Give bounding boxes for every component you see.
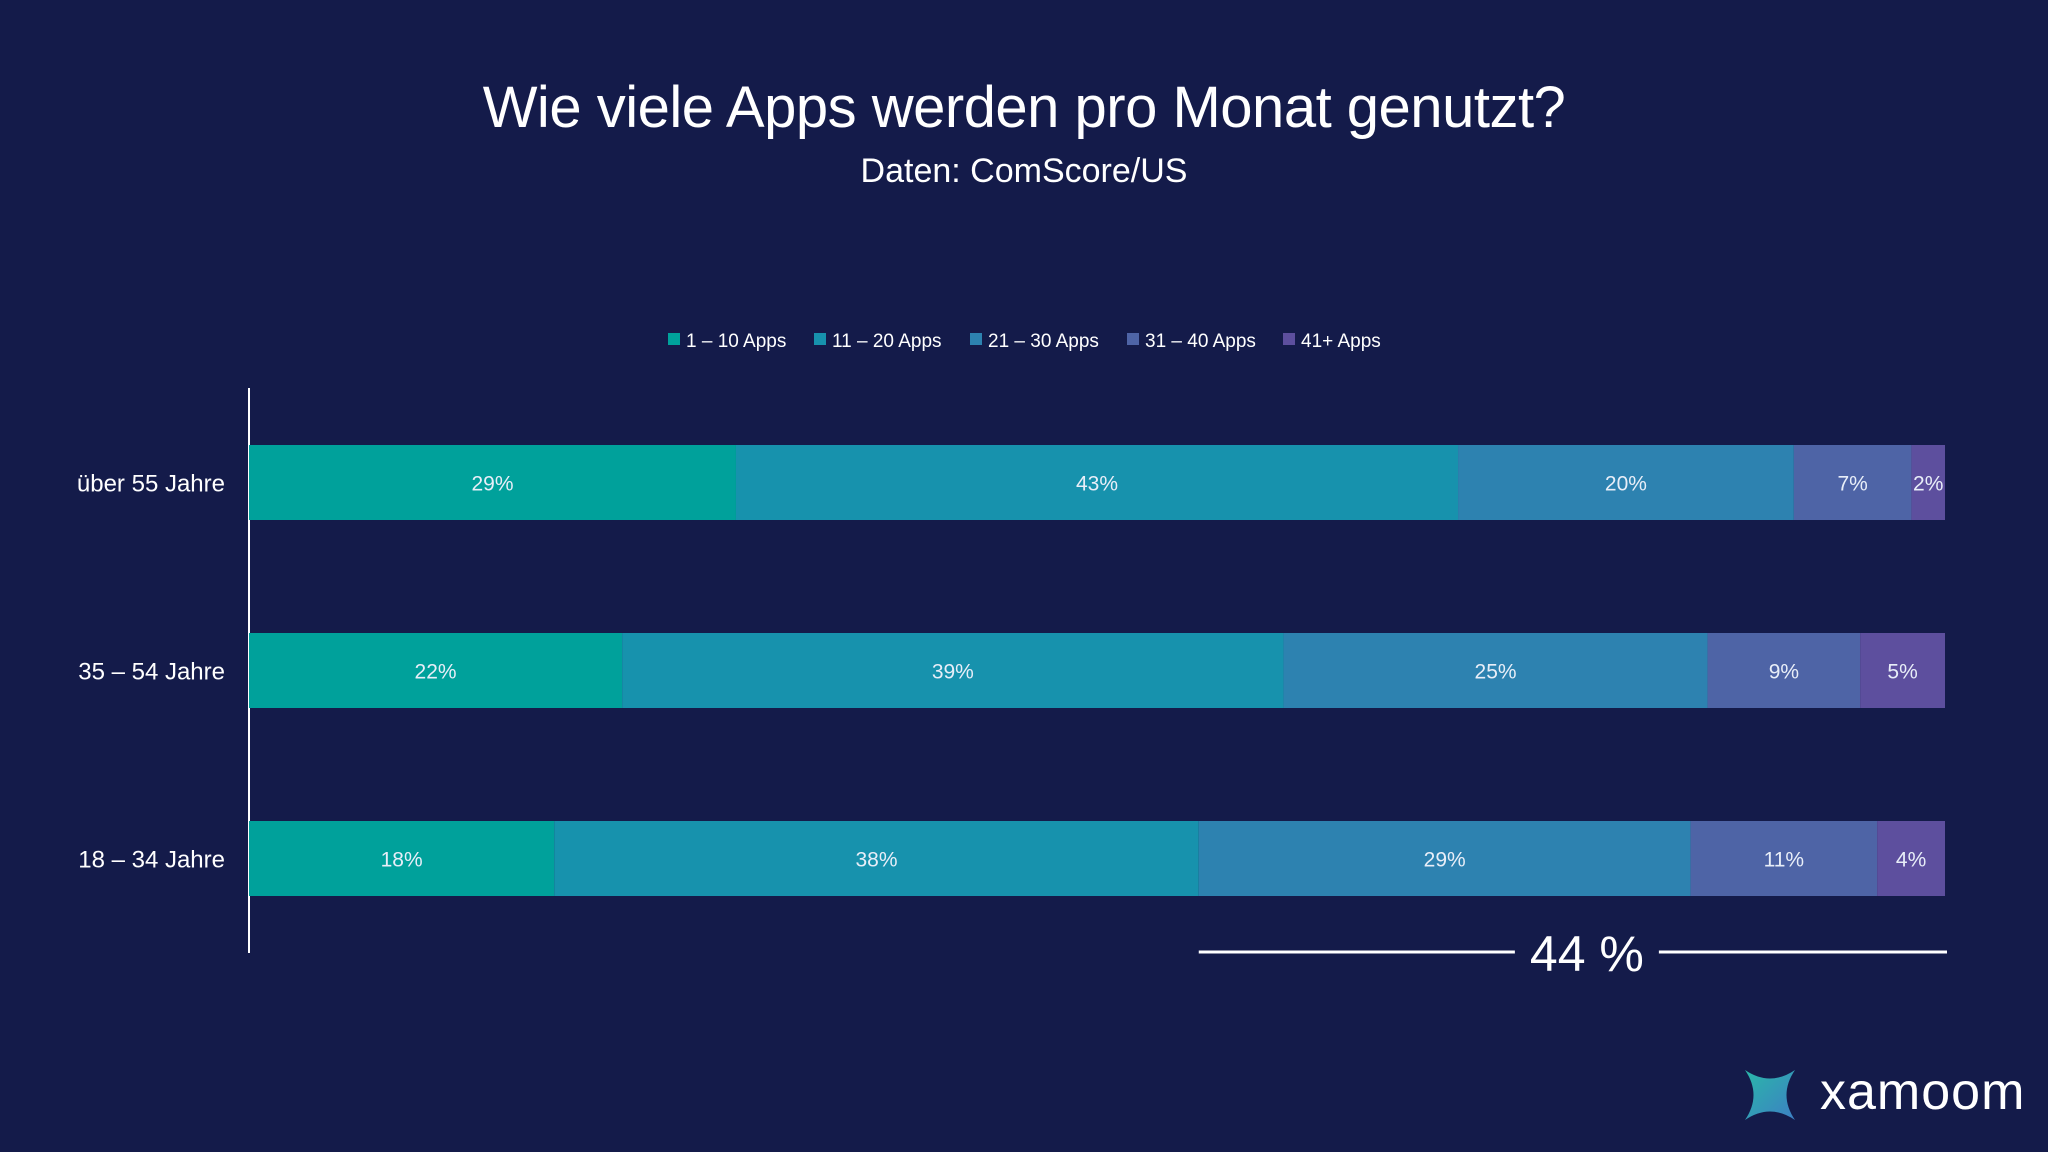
data-label: 29%	[1424, 849, 1466, 872]
bar-segment	[1283, 633, 1708, 708]
legend-swatch	[1127, 333, 1139, 345]
bar-segment	[1793, 445, 1912, 520]
data-label: 25%	[1475, 661, 1517, 684]
data-label: 29%	[471, 473, 513, 496]
data-label: 9%	[1769, 661, 1799, 684]
category-label: über 55 Jahre	[77, 471, 225, 498]
data-label: 39%	[932, 661, 974, 684]
bar-segment	[249, 445, 736, 520]
data-label: 38%	[856, 849, 898, 872]
legend-label: 21 – 30 Apps	[988, 331, 1099, 352]
legend-swatch	[668, 333, 680, 345]
legend-swatch	[970, 333, 982, 345]
bar-segment	[1707, 633, 1861, 708]
bar-segment	[554, 821, 1199, 896]
legend-label: 11 – 20 Apps	[832, 331, 942, 352]
legend-swatch	[1283, 333, 1295, 345]
bar-segment	[1860, 633, 1945, 708]
logo-text: xamoom	[1820, 1063, 2026, 1121]
annotation-text: 44 %	[1530, 926, 1644, 982]
category-label: 35 – 54 Jahre	[78, 659, 225, 686]
data-label: 5%	[1887, 661, 1917, 684]
data-label: 7%	[1837, 473, 1867, 496]
bar-segment	[249, 821, 555, 896]
legend-label: 1 – 10 Apps	[686, 331, 786, 352]
data-label: 43%	[1076, 473, 1118, 496]
data-label: 2%	[1913, 473, 1943, 496]
legend-label: 41+ Apps	[1301, 331, 1381, 352]
bar-segment	[1690, 821, 1878, 896]
legend-swatch	[814, 333, 826, 345]
legend-label: 31 – 40 Apps	[1145, 331, 1256, 352]
bar-segment	[1877, 821, 1945, 896]
bar-segment	[622, 633, 1284, 708]
bar-segment	[1911, 445, 1945, 520]
xamoom-logo-icon	[1745, 1070, 1795, 1120]
bar-segment	[1198, 821, 1691, 896]
category-label: 18 – 34 Jahre	[78, 847, 225, 874]
bar-segment	[249, 633, 623, 708]
bar-segment	[1458, 445, 1794, 520]
data-label: 11%	[1764, 849, 1804, 872]
chart-title: Wie viele Apps werden pro Monat genutzt?	[482, 75, 1566, 140]
chart-subtitle: Daten: ComScore/US	[860, 152, 1188, 190]
data-label: 4%	[1896, 849, 1926, 872]
data-label: 20%	[1605, 473, 1647, 496]
data-label: 18%	[381, 849, 423, 872]
data-label: 22%	[415, 661, 457, 684]
bar-segment	[735, 445, 1459, 520]
